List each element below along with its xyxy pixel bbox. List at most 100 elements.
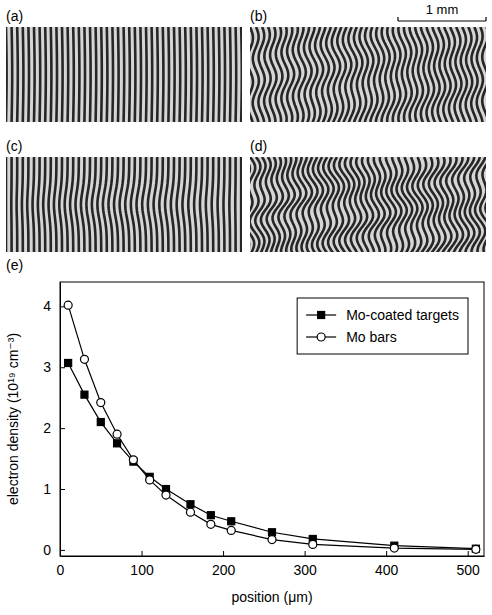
figure: (a)(b)(c)(d)1 mm(e)010020030040050001234…	[0, 0, 492, 615]
data-point	[227, 526, 235, 534]
fringe-ground	[6, 27, 242, 122]
data-point	[81, 391, 88, 398]
fringe	[6, 27, 8, 122]
fringe	[258, 27, 264, 122]
fringe	[240, 157, 242, 252]
fringe	[49, 157, 51, 252]
fringe	[128, 27, 131, 122]
data-point	[97, 399, 105, 407]
panel-label: (d)	[250, 138, 267, 154]
data-point	[269, 529, 276, 536]
x-tick-mark	[305, 551, 306, 556]
fringe	[218, 157, 219, 252]
y-tick-label: 0	[43, 542, 51, 558]
y-tick-label: 4	[43, 298, 51, 314]
data-point	[65, 359, 72, 366]
y-tick-label: 1	[43, 481, 51, 497]
x-tick-label: 0	[57, 562, 65, 578]
interferogram	[0, 157, 259, 253]
fringe	[194, 157, 196, 252]
data-point	[390, 544, 398, 552]
fringe	[206, 157, 208, 252]
legend-box	[297, 298, 468, 354]
x-tick-mark	[468, 551, 469, 556]
panel-label: (e)	[6, 257, 23, 273]
scale-bar-end	[397, 17, 398, 21]
fringe	[133, 27, 136, 122]
fringe	[167, 27, 170, 122]
fringe	[83, 27, 86, 122]
fringe	[326, 27, 334, 122]
scale-bar-label: 1 mm	[426, 2, 459, 17]
fringe	[81, 157, 84, 252]
fringe	[393, 27, 401, 122]
y-tick: 4	[43, 298, 65, 314]
data-point	[97, 419, 104, 426]
legend-label: Mo bars	[346, 329, 397, 345]
fringe	[21, 157, 24, 252]
data-point	[80, 355, 88, 363]
fringe	[195, 27, 198, 122]
fringe	[6, 157, 7, 252]
fringe	[240, 27, 242, 122]
fringe	[250, 157, 260, 252]
fringe	[250, 157, 255, 252]
x-tick: 200	[212, 551, 236, 578]
fringe	[206, 27, 209, 122]
fringe	[161, 27, 164, 122]
fringe	[33, 157, 34, 252]
fringe	[264, 27, 271, 122]
fringe	[200, 157, 202, 252]
fringe	[103, 157, 107, 252]
fringe	[154, 157, 158, 252]
fringe	[142, 157, 146, 252]
fringe	[108, 157, 112, 252]
y-tick-mark	[60, 489, 65, 490]
fringe	[337, 27, 346, 122]
fringe	[10, 157, 13, 252]
legend: Mo-coated targetsMo bars	[297, 298, 468, 354]
y-tick: 0	[43, 542, 65, 558]
fringe	[65, 157, 68, 252]
fringe	[136, 157, 140, 252]
fringe	[94, 27, 97, 122]
y-tick: 3	[43, 359, 65, 375]
fringe	[148, 157, 152, 252]
fringe	[150, 27, 153, 122]
fringe	[43, 157, 45, 252]
fringe	[66, 27, 69, 122]
fringe	[15, 157, 18, 252]
fringe	[255, 157, 265, 252]
fringe	[382, 27, 390, 122]
fringe	[122, 27, 125, 122]
data-point	[207, 512, 214, 519]
fringe	[10, 27, 13, 122]
x-tick: 500	[457, 551, 481, 578]
fringes	[250, 27, 486, 122]
fringe	[273, 157, 283, 252]
fringe	[189, 27, 192, 122]
fringe	[177, 157, 180, 252]
fringe	[418, 157, 428, 252]
fringe	[139, 27, 142, 122]
data-point	[186, 508, 194, 516]
fringe	[76, 157, 79, 252]
fringe	[86, 157, 90, 252]
data-point	[129, 456, 137, 464]
fringe	[105, 27, 108, 122]
fringe	[61, 27, 64, 122]
fringe	[171, 157, 174, 252]
data-point	[113, 430, 121, 438]
x-tick: 400	[375, 551, 399, 578]
data-point	[309, 540, 317, 548]
fringe	[485, 157, 486, 252]
x-tick-mark	[223, 551, 224, 556]
interferogram	[0, 27, 259, 123]
y-tick-mark	[60, 428, 65, 429]
fringe	[27, 27, 30, 122]
fringe	[178, 27, 181, 122]
interferogram	[228, 157, 492, 253]
data-point	[187, 501, 194, 508]
data-point	[207, 520, 215, 528]
x-tick-label: 100	[130, 562, 154, 578]
